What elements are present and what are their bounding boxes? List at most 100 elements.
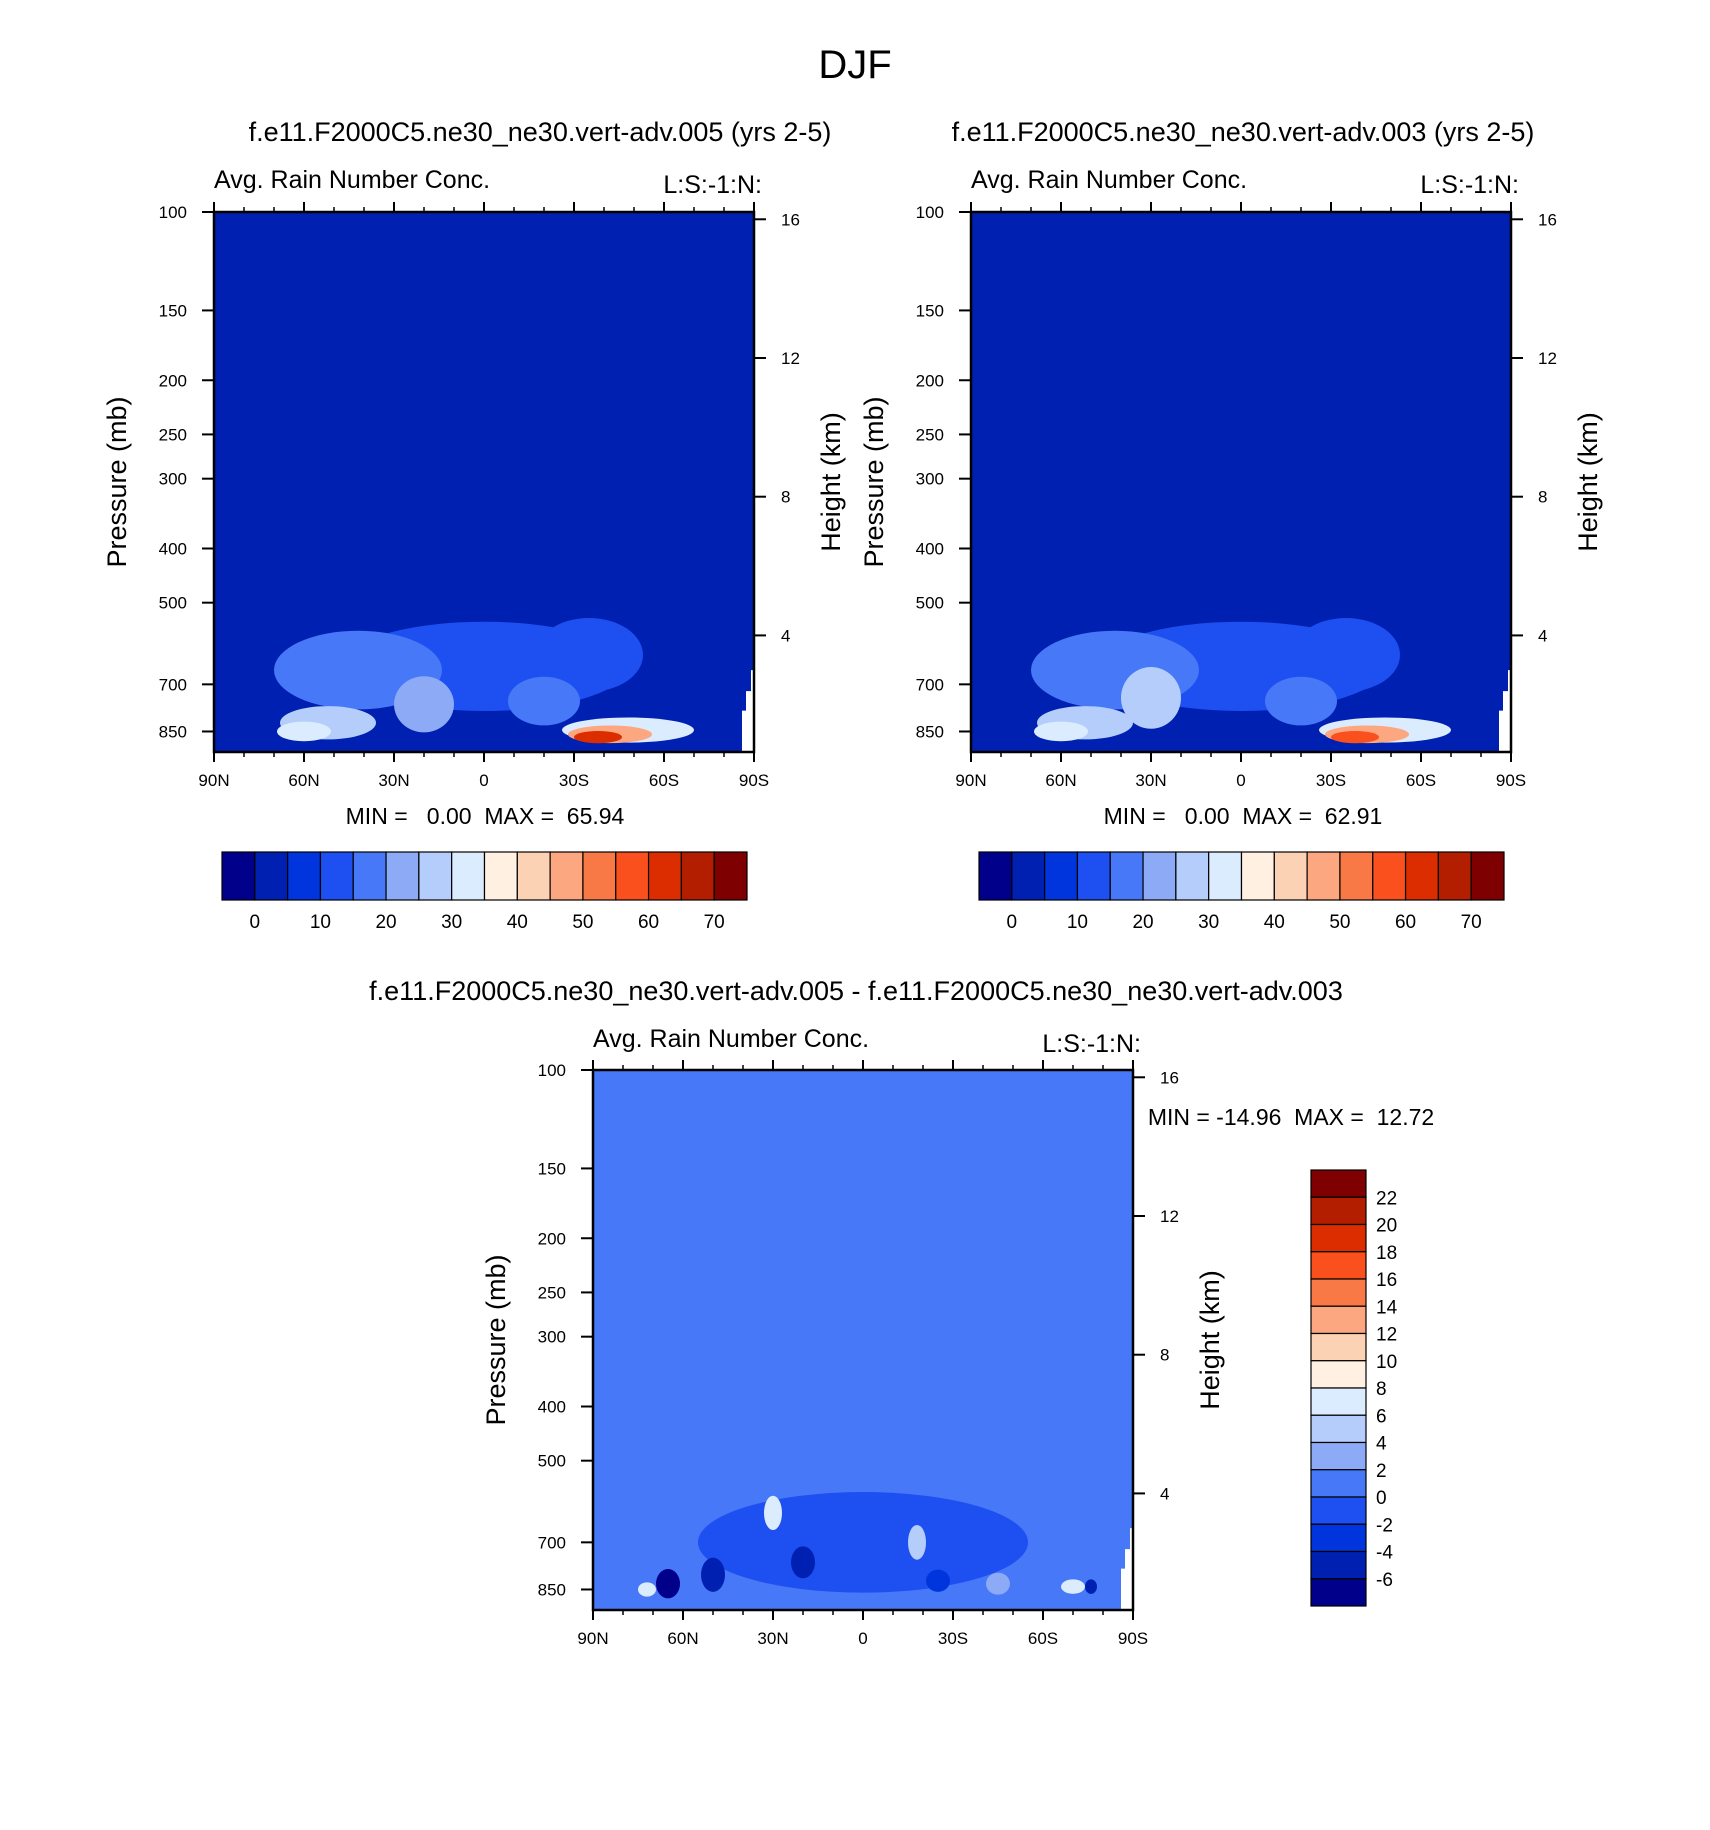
x-tick-label: 0 <box>1236 771 1245 790</box>
y-tick-label: 400 <box>538 1398 566 1417</box>
contour-blob <box>1265 676 1337 726</box>
colorbar-box <box>1273 851 1308 901</box>
colorbar-box <box>1310 1278 1367 1307</box>
panel-3-title: f.e11.F2000C5.ne30_ne30.vert-adv.005 - f… <box>369 976 1343 1006</box>
colorbar-label: 20 <box>1132 912 1153 933</box>
x-tick-label: 30N <box>1135 771 1166 790</box>
contour-field <box>214 212 754 752</box>
colorbar-box <box>1310 1332 1367 1362</box>
colorbar-label: 60 <box>1395 912 1416 933</box>
colorbar-label: 14 <box>1376 1297 1398 1318</box>
x-tick-label: 30N <box>378 771 409 790</box>
colorbar-label: 10 <box>1376 1352 1397 1373</box>
panel-1-title: f.e11.F2000C5.ne30_ne30.vert-adv.005 (yr… <box>249 117 832 147</box>
x-tick-label: 60S <box>649 771 679 790</box>
contour-blob <box>908 1524 926 1560</box>
colorbar-box <box>418 851 453 901</box>
colorbar-label: 8 <box>1376 1379 1387 1400</box>
y-right-tick-label: 12 <box>1160 1207 1179 1226</box>
contour-blob <box>1034 721 1088 742</box>
colorbar-label: 0 <box>250 912 261 933</box>
y-right-tick-label: 16 <box>1160 1068 1179 1087</box>
colorbar-box <box>516 851 551 901</box>
colorbar-label: 22 <box>1376 1188 1397 1209</box>
y-right-tick-label: 8 <box>781 488 790 507</box>
y-tick-label: 150 <box>538 1159 566 1178</box>
panel-1-plot-area: 90N 60N 30N 0 30S 60S 90S 100 150 200 250 300 400 500… <box>159 202 800 790</box>
colorbar-box <box>1310 1578 1367 1607</box>
panel-2-ylabel-right: Height (km) <box>1573 412 1603 552</box>
colorbar-box <box>549 851 584 901</box>
x-tick-label: 0 <box>479 771 488 790</box>
colorbar-label: 70 <box>704 912 725 933</box>
colorbar-box <box>1310 1523 1367 1553</box>
contour-blob <box>764 1495 782 1531</box>
panel-1-colorbar: 0 10 20 30 40 50 60 70 <box>221 851 748 933</box>
panel-1-ylabel-right: Height (km) <box>816 412 846 552</box>
panel-3-ylabel-right: Height (km) <box>1195 1270 1225 1410</box>
x-tick-label: 30N <box>757 1629 788 1648</box>
panel-1-right-string: L:S:-1:N: <box>663 171 762 199</box>
y-tick-label: 300 <box>538 1328 566 1347</box>
panel-1: f.e11.F2000C5.ne30_ne30.vert-adv.005 (yr… <box>102 117 846 933</box>
panel-2-min-max: MIN = 0.00 MAX = 62.91 <box>1104 803 1383 829</box>
colorbar-box <box>1310 1387 1367 1416</box>
panel-2-left-string: Avg. Rain Number Conc. <box>971 166 1247 194</box>
x-tick-label: 90N <box>198 771 229 790</box>
y-tick-label: 500 <box>916 594 944 613</box>
colorbar-box <box>1240 851 1275 901</box>
missing-data-region <box>1121 1528 1133 1610</box>
y-tick-label: 250 <box>916 425 944 444</box>
panel-1-min-max: MIN = 0.00 MAX = 65.94 <box>346 803 625 829</box>
colorbar-box <box>254 851 289 901</box>
colorbar-label: 60 <box>638 912 659 933</box>
x-tick-label: 90N <box>577 1629 608 1648</box>
colorbar-box <box>1109 851 1144 901</box>
colorbar-box <box>319 851 354 901</box>
contour-blob <box>986 1572 1010 1595</box>
y-tick-label: 700 <box>916 675 944 694</box>
figure-title: DJF <box>818 43 891 87</box>
colorbar-label: 4 <box>1376 1434 1387 1455</box>
colorbar-box <box>385 851 420 901</box>
y-tick-label: 850 <box>538 1580 566 1599</box>
colorbar-box <box>1372 851 1407 901</box>
y-right-tick-label: 8 <box>1538 488 1547 507</box>
y-tick-label: 500 <box>159 594 187 613</box>
colorbar-label: 16 <box>1376 1270 1397 1291</box>
x-tick-label: 60S <box>1406 771 1436 790</box>
colorbar-box <box>1208 851 1243 901</box>
colorbar-box <box>1310 1469 1367 1498</box>
colorbar-box <box>1310 1251 1367 1280</box>
y-right-tick-label: 4 <box>1538 626 1547 645</box>
colorbar-box <box>647 851 682 901</box>
x-tick-label: 90S <box>1118 1629 1148 1648</box>
colorbar-label: 0 <box>1007 912 1018 933</box>
colorbar-box <box>1076 851 1111 901</box>
y-tick-label: 200 <box>538 1229 566 1248</box>
colorbar-box <box>1437 851 1472 901</box>
colorbar-box <box>978 851 1013 901</box>
colorbar-box <box>483 851 518 901</box>
panel-3-left-string: Avg. Rain Number Conc. <box>593 1025 869 1053</box>
colorbar-label: -6 <box>1376 1570 1393 1591</box>
y-tick-label: 150 <box>916 301 944 320</box>
colorbar-box <box>1404 851 1439 901</box>
colorbar-label: 0 <box>1376 1488 1387 1509</box>
panel-2-colorbar: 0 10 20 30 40 50 60 70 <box>978 851 1505 933</box>
y-right-tick-label: 16 <box>781 210 800 229</box>
colorbar-label: 10 <box>1067 912 1088 933</box>
y-tick-label: 250 <box>159 425 187 444</box>
colorbar-box <box>582 851 617 901</box>
colorbar-label: 10 <box>310 912 331 933</box>
colorbar-box <box>1310 1496 1367 1525</box>
panel-2-right-string: L:S:-1:N: <box>1420 171 1519 199</box>
contour-blob <box>1292 618 1400 692</box>
colorbar-box <box>1142 851 1177 901</box>
colorbar-box <box>1310 1441 1367 1471</box>
contour-blob <box>926 1569 950 1592</box>
colorbar-box <box>1310 1223 1367 1253</box>
colorbar-box <box>1310 1305 1367 1335</box>
contour-blob <box>791 1546 815 1579</box>
